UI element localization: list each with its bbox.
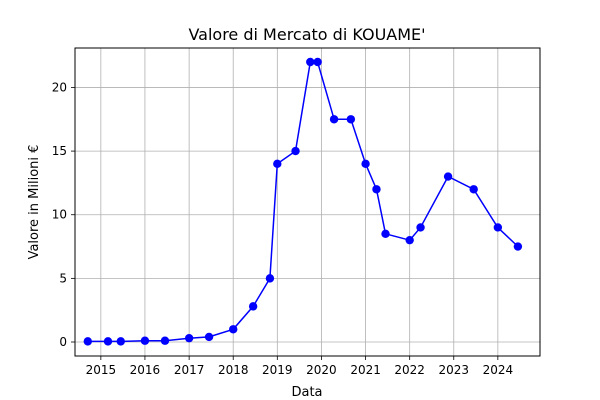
x-tick-label: 2015	[86, 363, 117, 377]
data-point	[443, 172, 453, 181]
x-tick-label: 2023	[438, 363, 469, 377]
x-axis-label: Data	[291, 385, 322, 400]
data-point	[273, 159, 282, 169]
data-point	[313, 57, 322, 67]
data-point	[291, 146, 300, 156]
data-point	[329, 115, 339, 124]
y-axis-label: Valore in Milioni €	[27, 145, 42, 260]
y-tick-label: 20	[52, 80, 67, 94]
data-point	[204, 332, 214, 342]
data-point	[140, 336, 150, 345]
data-point	[469, 185, 478, 194]
data-point	[306, 57, 315, 67]
data-point	[346, 115, 356, 124]
axes: 2015 2016 2017 2018 2019 2020 2021 2022 2023 2024…	[52, 80, 513, 377]
data-point	[372, 185, 381, 194]
x-tick-label: 2022	[394, 363, 425, 377]
data-point	[416, 223, 425, 232]
data-point	[361, 159, 370, 169]
y-tick-label: 0	[59, 335, 67, 349]
data-point	[229, 325, 238, 334]
x-tick-label: 2017	[174, 363, 205, 377]
x-tick-label: 2020	[306, 363, 337, 377]
grid-lines	[75, 48, 540, 356]
data-point	[513, 242, 523, 251]
y-tick-label: 10	[52, 208, 67, 222]
x-tick-label: 2018	[218, 363, 249, 377]
plot-frame	[74, 47, 541, 357]
x-tick-label: 2016	[130, 363, 161, 377]
data-point	[83, 337, 93, 346]
data-point	[103, 337, 113, 346]
data-point	[248, 302, 258, 311]
data-point	[265, 274, 275, 283]
x-tick-label: 2021	[350, 363, 381, 377]
y-tick-label: 15	[52, 144, 67, 158]
data-point	[381, 229, 390, 239]
data-point	[405, 235, 414, 245]
data-point	[184, 333, 194, 343]
y-tick-label: 5	[59, 271, 67, 285]
data-point	[493, 223, 503, 232]
x-tick-label: 2024	[483, 363, 514, 377]
x-tick-label: 2019	[262, 363, 293, 377]
chart-title: Valore di Mercato di KOUAME'	[188, 25, 425, 44]
data-point	[160, 336, 170, 345]
series-layer	[83, 57, 523, 346]
data-point	[116, 337, 125, 346]
